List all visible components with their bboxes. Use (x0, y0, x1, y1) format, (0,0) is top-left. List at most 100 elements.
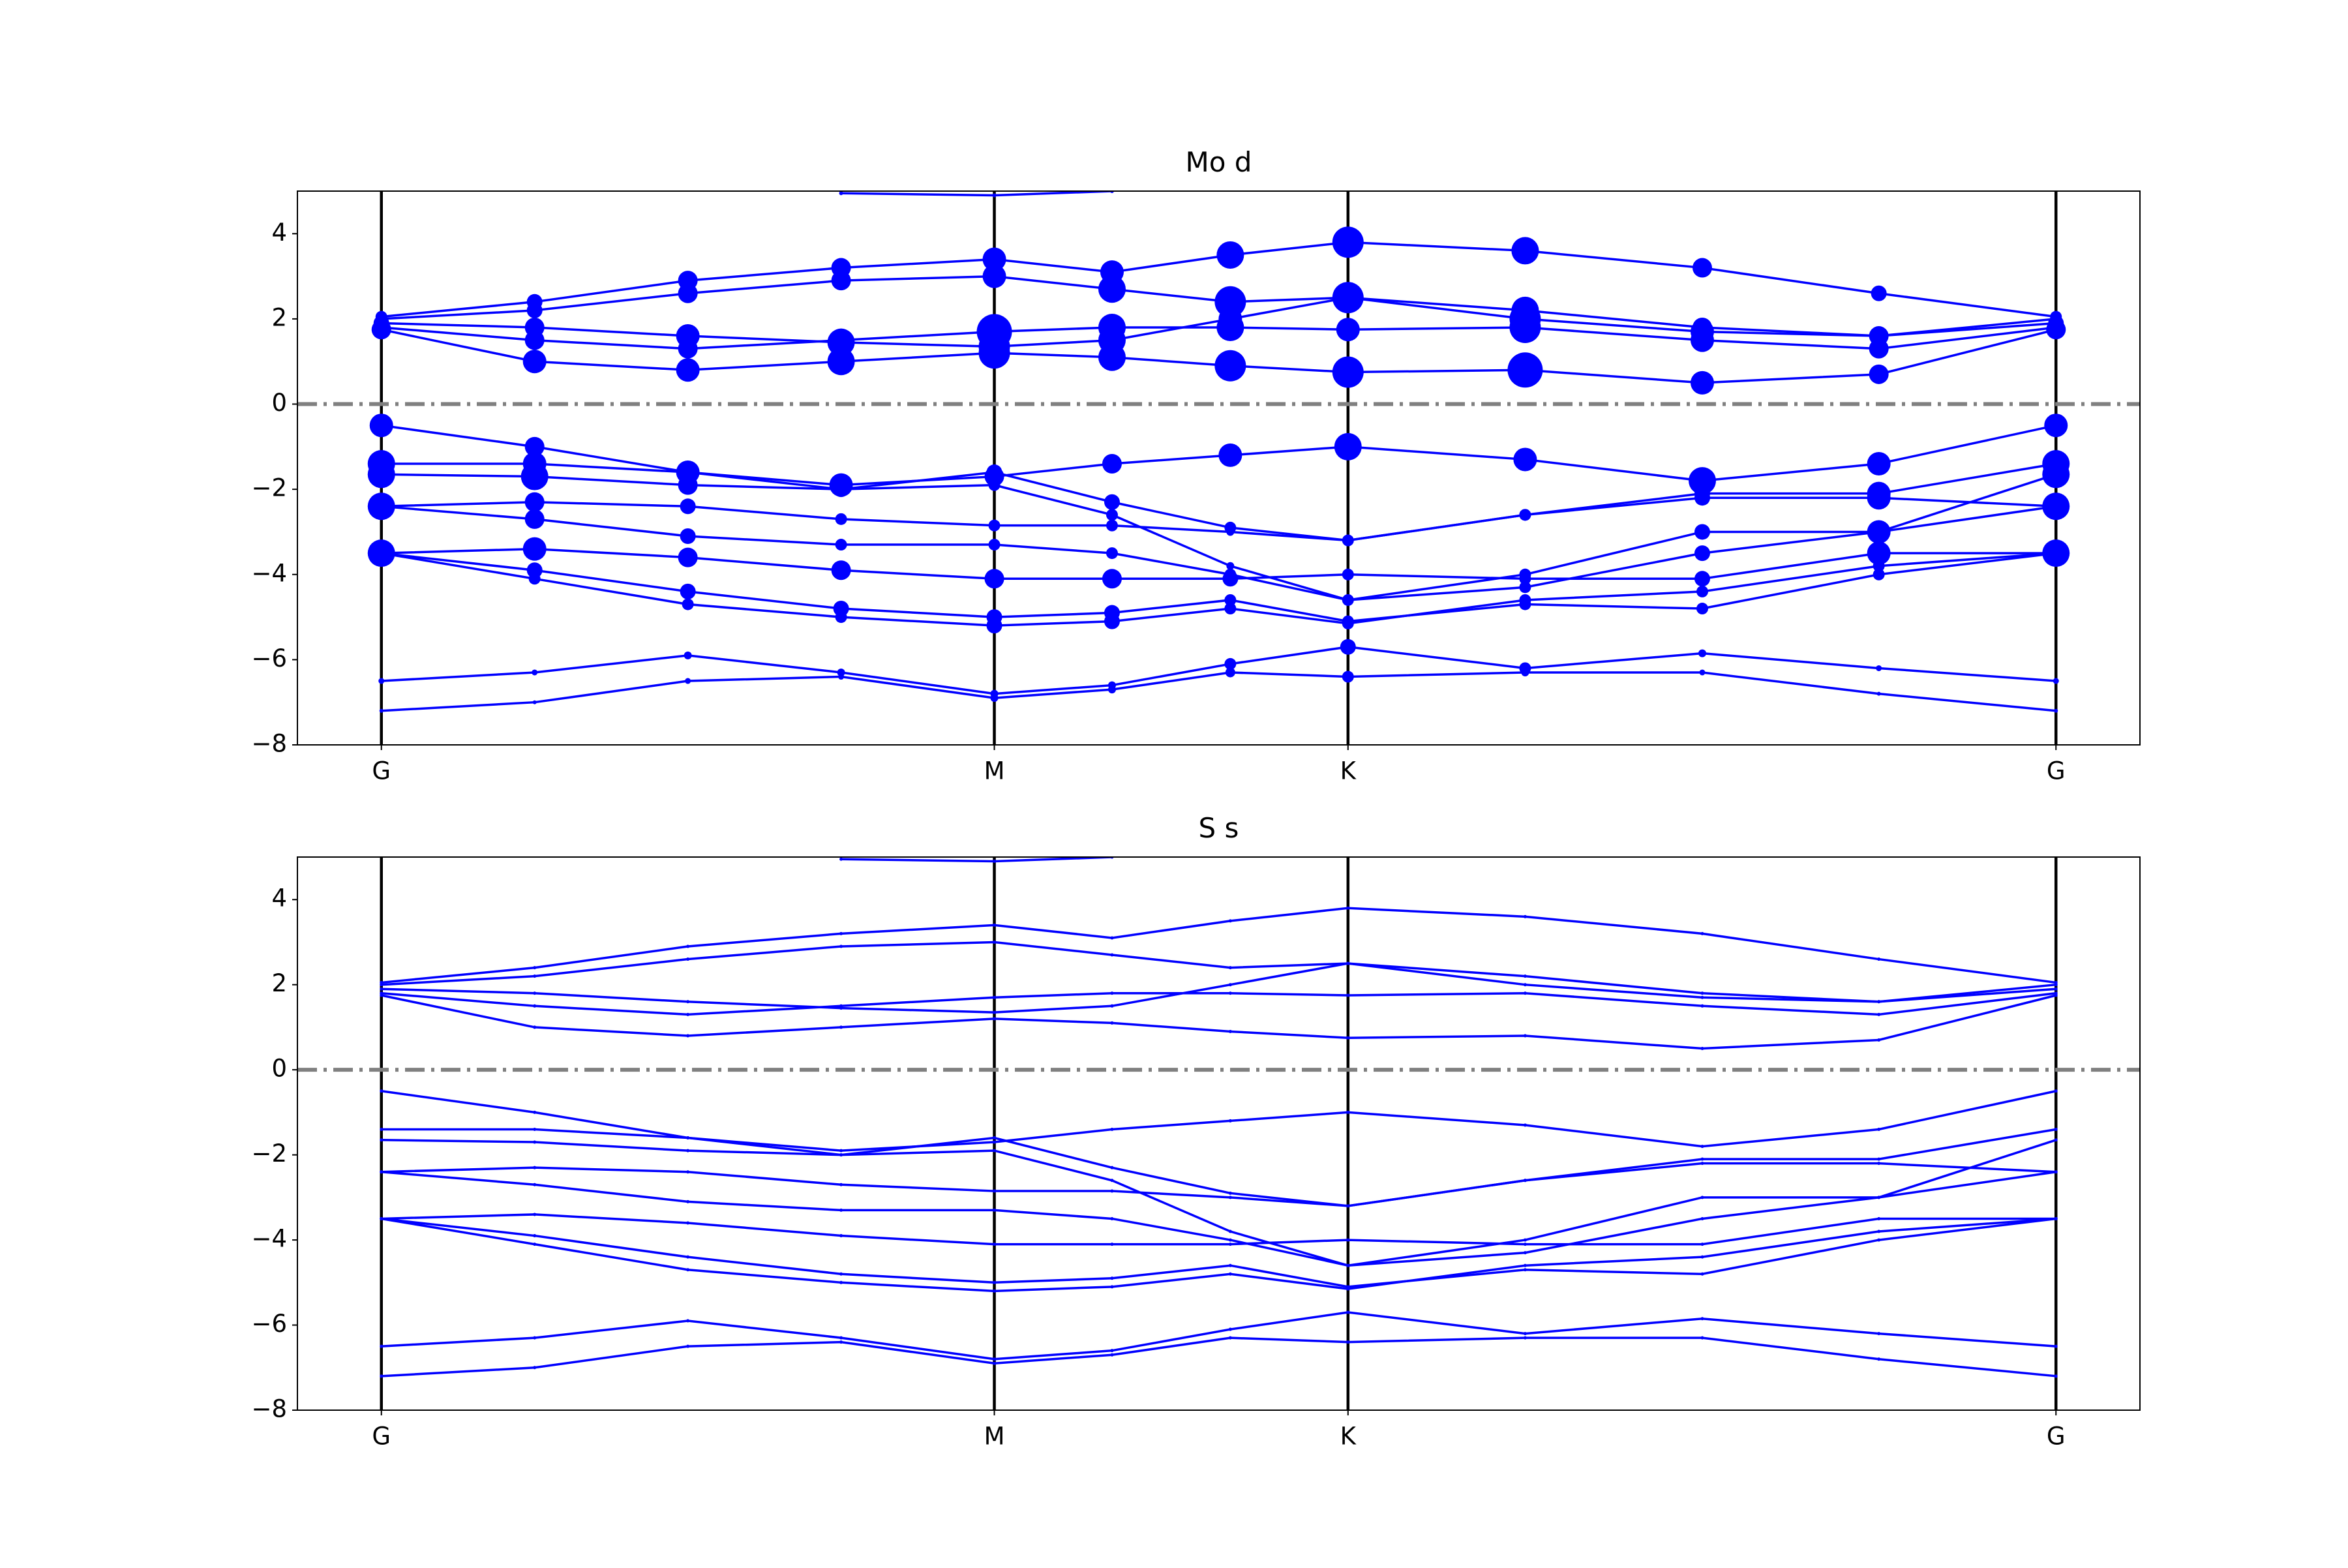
band-point (686, 1000, 690, 1004)
band-point (835, 539, 847, 551)
band-point (827, 348, 855, 376)
band-point (685, 678, 691, 684)
band-point (1110, 1189, 1114, 1193)
band-point (1346, 1036, 1350, 1040)
band-point (1110, 1127, 1114, 1131)
band-point (678, 475, 698, 495)
band-point (831, 258, 851, 278)
band-point (1346, 1340, 1350, 1344)
band-point (375, 547, 387, 560)
band-point (1226, 562, 1235, 570)
band-point (839, 1153, 843, 1157)
band-point (1228, 1119, 1232, 1123)
y-tick-label: 0 (271, 1055, 287, 1083)
band-point (522, 350, 547, 374)
band-point (524, 317, 545, 337)
band-point (1690, 320, 1714, 344)
band-point (532, 669, 538, 676)
band-point (1110, 991, 1114, 995)
band-point (1690, 370, 1714, 395)
band-point (1228, 919, 1232, 923)
band-point (526, 294, 543, 310)
y-tick-label: −6 (251, 1310, 287, 1338)
band-point (686, 1136, 690, 1140)
band-point (1696, 603, 1708, 615)
band-point (993, 1361, 997, 1365)
band-point (1869, 326, 1889, 346)
band-line (381, 328, 2056, 384)
band-point (1523, 983, 1527, 987)
band-point (380, 991, 384, 995)
band-point (1519, 581, 1531, 594)
band-point (831, 560, 851, 580)
band-point (1523, 1243, 1527, 1246)
band-point (680, 583, 696, 599)
band-point (1523, 1332, 1527, 1336)
band-point (2050, 310, 2062, 323)
band-point (533, 974, 537, 978)
band-point (1877, 1332, 1881, 1336)
band-line (381, 1217, 2056, 1288)
band-point (1228, 1243, 1232, 1246)
band-point (682, 598, 694, 611)
band-point (522, 537, 547, 561)
band-point (1867, 486, 1891, 510)
band-point (839, 1025, 843, 1029)
x-tick-label: K (1340, 757, 1357, 785)
band-point (533, 1366, 537, 1370)
band-point (1218, 443, 1242, 467)
band-point (1346, 1263, 1350, 1267)
band-point (1332, 226, 1364, 258)
band-point (676, 358, 700, 382)
band-point (1228, 1272, 1232, 1276)
band-point (1519, 573, 1531, 585)
band-line (381, 646, 2056, 695)
band-point (678, 547, 698, 567)
band-point (1106, 519, 1118, 532)
band-point (686, 1221, 690, 1225)
band-point (2054, 708, 2058, 713)
x-tick-label: G (2047, 1423, 2066, 1451)
band-point (686, 1199, 690, 1203)
y-tick-label: 4 (271, 219, 287, 247)
band-line (381, 962, 2056, 1014)
band-point (1107, 686, 1116, 694)
band-point (1523, 914, 1527, 918)
band-line (381, 424, 2056, 487)
band-point (1523, 1123, 1527, 1127)
y-tick-label: 4 (271, 884, 287, 912)
band-point (1110, 1243, 1114, 1246)
band-point (380, 1170, 384, 1174)
band-point (2042, 460, 2070, 489)
band-point (993, 1280, 997, 1284)
band-point (2054, 1127, 2058, 1131)
band-point (2054, 1216, 2058, 1220)
band-point (1228, 991, 1232, 995)
x-tick-label: G (2047, 757, 2066, 785)
band-point (1877, 1127, 1881, 1131)
band-point (1876, 691, 1881, 696)
band-point (984, 569, 1004, 589)
band-point (1699, 669, 1706, 676)
band-point (526, 562, 543, 579)
band-line (381, 907, 2056, 984)
band-point (1523, 974, 1527, 978)
band-point (1700, 1336, 1704, 1340)
band-point (1228, 1327, 1232, 1331)
band-point (686, 1268, 690, 1272)
band-line (381, 552, 2056, 627)
band-point (524, 509, 545, 529)
band-point (1877, 1196, 1881, 1199)
y-tick-label: −2 (251, 1139, 287, 1168)
x-tick-label: K (1340, 1423, 1357, 1451)
band-point (839, 1149, 843, 1153)
band-point (533, 1336, 537, 1340)
y-tick-label: −6 (251, 644, 287, 672)
band-line (381, 326, 2056, 350)
band-point (1332, 282, 1364, 314)
band-point (2054, 987, 2058, 991)
band-point (533, 1213, 537, 1216)
band-point (839, 1336, 843, 1340)
band-point (2044, 414, 2068, 438)
